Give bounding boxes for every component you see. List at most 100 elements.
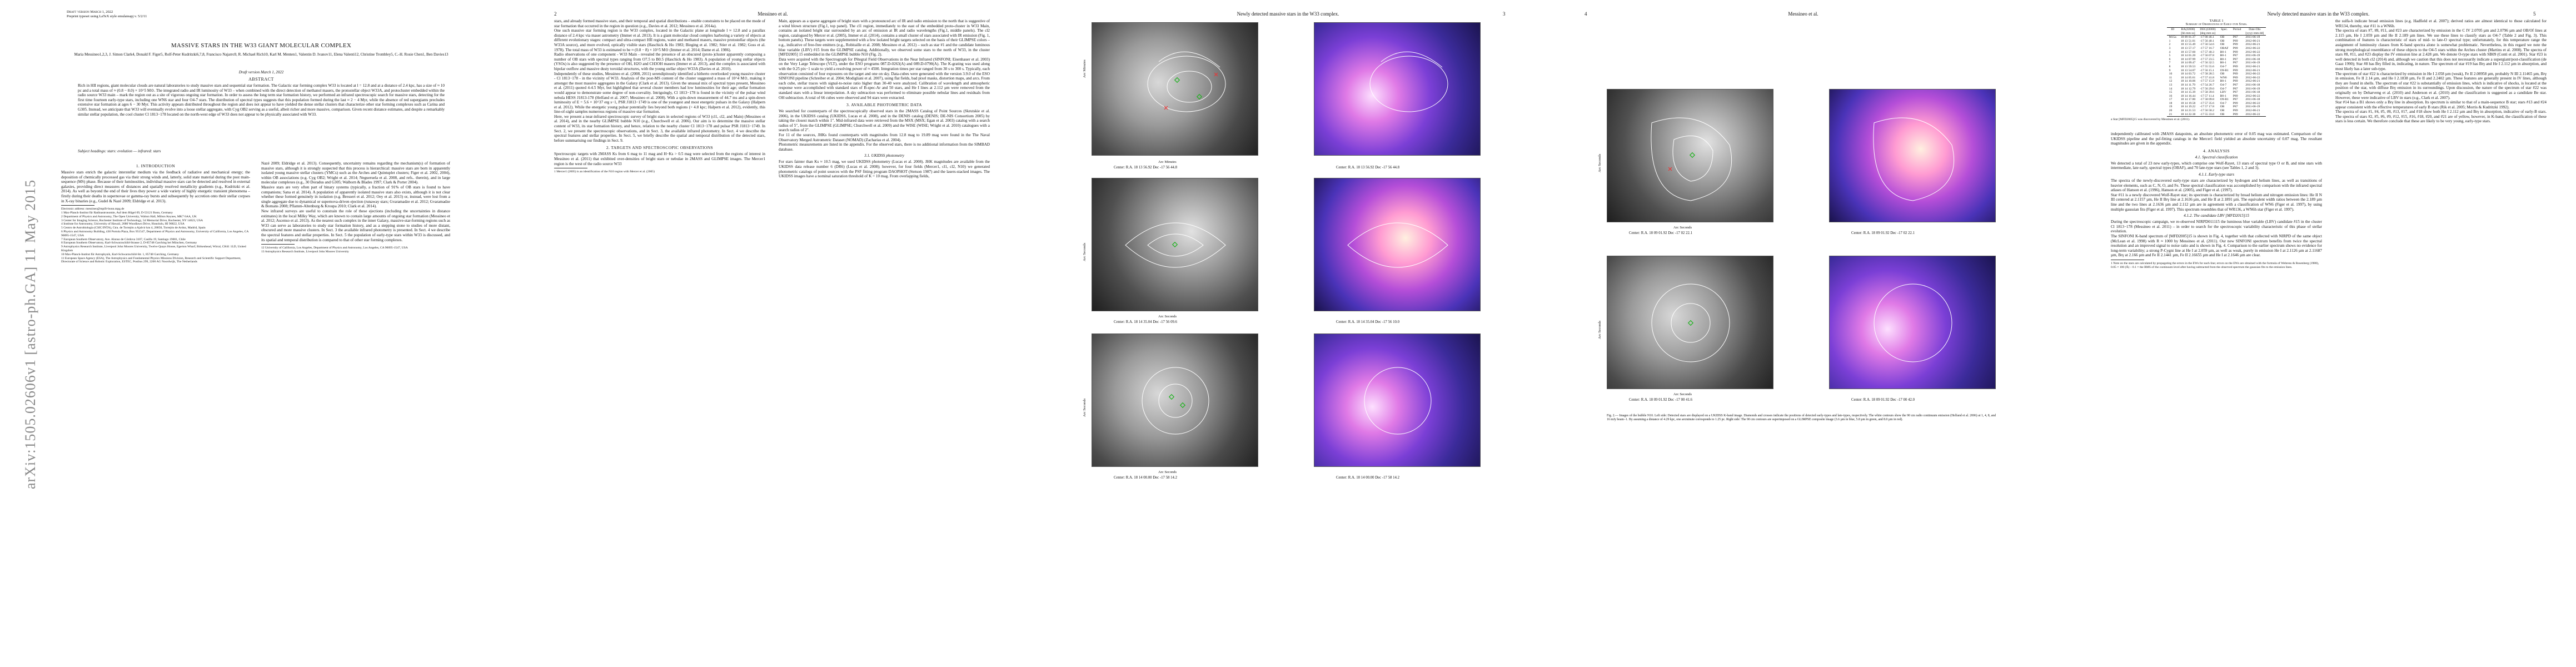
table-cell: 18 09 01.37: [2180, 36, 2196, 39]
table-cell: P87: [2233, 105, 2238, 109]
table-cell: P89: [2233, 76, 2238, 79]
table-cell: 2011-06-19: [2245, 105, 2260, 109]
table-cell: P89: [2233, 50, 2238, 54]
table-row: 21 18 14 22.38 -17 55 33.0 OB P89 2012-06-22: [2166, 112, 2266, 117]
table-cell: 18 14 03.72: [2180, 72, 2196, 76]
contour-overlay: [1125, 222, 1226, 268]
classification-text: We detected a total of 23 new early-type…: [2111, 161, 2322, 171]
panel-center-label: Center: R.A. 18 09 01.92 Dec -17 02 22.1: [1629, 231, 1693, 235]
figure-panel-cl2-ukidss: [1092, 334, 1258, 467]
targets-text: Spectroscopic targets with 2MASS Ks from…: [554, 152, 765, 166]
table-cell: 2012-06-22: [2245, 101, 2260, 105]
table-cell: 17: [2169, 98, 2173, 102]
panel-center-label: Center: R.A. 18 09 01.92 Dec -17 00 42.0: [1851, 398, 1915, 402]
table-cell: 18 14 22.38: [2178, 112, 2198, 117]
table-cell: 11: [2169, 76, 2173, 79]
table-cell: -17 58 39.6: [2200, 91, 2214, 94]
table-cell: 2011-06-18: [2245, 57, 2260, 61]
table-cell: 2: [2169, 43, 2171, 47]
table-cell: 2012-06-22: [2245, 50, 2260, 54]
table-cell: 18 13 59.53: [2180, 64, 2196, 68]
footnote-rule: [261, 244, 295, 245]
x-axis-label: Arc Seconds: [1673, 392, 1692, 396]
table-cell: B0-1: [2220, 50, 2226, 54]
table-cell: P89: [2233, 43, 2238, 47]
panel-center-label: Center: R.A. 18 14 00.00 Dec -17 58 14.2: [1336, 476, 1400, 480]
table-cell: -17 57 40.3: [2200, 50, 2214, 54]
table-cell: 6: [2169, 57, 2171, 61]
observations-table: ID RA(J2000) DEC(J2000) Spec. Period Date-Obs…: [2166, 27, 2266, 117]
table-cell: 2011-06-19: [2245, 36, 2260, 39]
body-text: stars, and already formed massive stars,…: [554, 19, 765, 143]
table-cell: OB: [2220, 105, 2225, 109]
affiliations: Electronic address: messineo@mpifr-bonn.…: [61, 207, 249, 264]
table-row: 4 18 13 57.60 -17 57 40.3 B0-1 P89 2012-06-22: [2167, 51, 2266, 54]
table-cell: 18 14 15.39: [2180, 91, 2196, 94]
table-cell: 18 14 10.06: [2180, 79, 2196, 83]
table-cell: -17 55 33.0: [2198, 112, 2218, 117]
table-cell: -17 58 28.5: [2200, 72, 2214, 76]
table-cell: P89: [2233, 68, 2238, 72]
table-cell: 2012-06-21: [2245, 43, 2260, 47]
table-cell: -17 57 11.4: [2200, 94, 2214, 98]
table-cell: 16: [2169, 94, 2173, 98]
table-title: TABLE 1: [2209, 19, 2224, 23]
table-cell: 18 13 57.60: [2180, 50, 2196, 54]
table-cell: 18 14 07.99: [2180, 57, 2196, 61]
table-cell: OB: [2220, 39, 2225, 43]
table-cell: P89: [2233, 101, 2238, 105]
photometry-text: We searched for counterparts of the spec…: [779, 109, 990, 152]
body-text: the sulfa-h indicate broad emission line…: [2335, 19, 2547, 124]
table-row: 20 18 14 21.53 -17 56 58.2 OB P89 2012-06-21: [2167, 109, 2266, 113]
table-cell: -17 56 07.8: [2200, 54, 2214, 58]
column-right: the sulfa-h indicate broad emission line…: [2335, 19, 2547, 124]
table-cell: P87: [2233, 91, 2238, 94]
table-cell: 2012-06-22: [2245, 76, 2260, 79]
body-text: independently calibrated with 2MASS data…: [2111, 132, 2322, 146]
table-cell: P87: [2233, 36, 2238, 39]
table-cell: -17 57 23.5: [2200, 57, 2214, 61]
table-row: 1 18 13 51.01 -17 56 40.1 OB P89 2012-06-21: [2167, 39, 2266, 43]
running-head: Newly detected massive stars in the W33 …: [2267, 11, 2370, 17]
table-cell: 18 13 55.49: [2180, 43, 2196, 47]
table-cell: B0-1: [2220, 79, 2226, 83]
x-axis-label: Arc Minutes: [1158, 160, 1177, 164]
paper-page-2: 2 Messineo et al. stars, and already for…: [515, 0, 1030, 667]
table-row: 3 18 13 57.17 -17 57 16.7 OBAF P89 2012-06-22: [2167, 47, 2266, 51]
y-axis-label: Arc Seconds: [1083, 242, 1087, 261]
table-cell: B0-1: [2220, 57, 2226, 61]
table-cell: -17 57 17.8: [2200, 105, 2214, 109]
table-cell: B0-1: [2220, 94, 2226, 98]
table-cell: OB: [2220, 72, 2225, 76]
table-cell: -17 56 40.1: [2200, 39, 2214, 43]
table-cell: 2012-06-22: [2245, 46, 2260, 50]
table-cell: OB: [2220, 43, 2225, 47]
column-left: TABLE 1 Summary of Observations of Early…: [2111, 19, 2322, 270]
x-axis-label: Arc Seconds: [1158, 315, 1177, 318]
panel-center-label: Center: R.A. 18 09 01.92 Dec -17 02 22.1: [1851, 231, 1915, 235]
table-row: 18 18 14 19.58 -17 57 35.6 O4-7 P89 2012-06-2…: [2167, 102, 2266, 106]
table-column-unit: [2166, 31, 2179, 36]
author-list: Maria Messineo1,2,3, J. Simon Clark4, Do…: [74, 52, 449, 57]
table-cell: 15: [2169, 91, 2173, 94]
y-axis-label: Arc Minutes: [1083, 59, 1087, 78]
table-column-header: Spec.: [2218, 27, 2231, 32]
table-row: 11 18 14 05.61 -17 57 41.8 WN6 P89 2012-06-22: [2167, 76, 2266, 80]
panel-center-label: Center: R.A. 18 13 56.92 Dec -17 56 44.8: [1336, 166, 1400, 170]
table-row: M15a 18 09 01.37 -17 00 46.1 OB P87 2011-06-1…: [2167, 36, 2266, 39]
figure-panel-cl1-ukidss: [1092, 178, 1258, 311]
table-cell: 5: [2169, 54, 2171, 58]
panel-center-label: Center: R.A. 18 09 01.92 Dec -17 00 41.6: [1629, 398, 1693, 402]
table-cell: P89: [2233, 39, 2238, 43]
y-axis-label: Arc Seconds: [1083, 398, 1087, 417]
table-cell: 2012-06-21: [2245, 68, 2260, 72]
contour-overlay: [1147, 51, 1226, 112]
table-cell: P87: [2233, 54, 2238, 58]
table-column-header: Period: [2230, 27, 2244, 32]
table-cell: P89: [2230, 112, 2244, 117]
table-note: a Star [MFD2005]15 was discovered by Mes…: [2111, 118, 2190, 122]
panel-center-label: Center: R.A. 18 13 56.92 Dec -17 56 44.8: [1114, 166, 1178, 170]
table-column-header: RA(J2000): [2178, 27, 2198, 32]
table-cell: 18 14 16.44: [2180, 94, 2196, 98]
footnote-rule: [61, 205, 94, 206]
